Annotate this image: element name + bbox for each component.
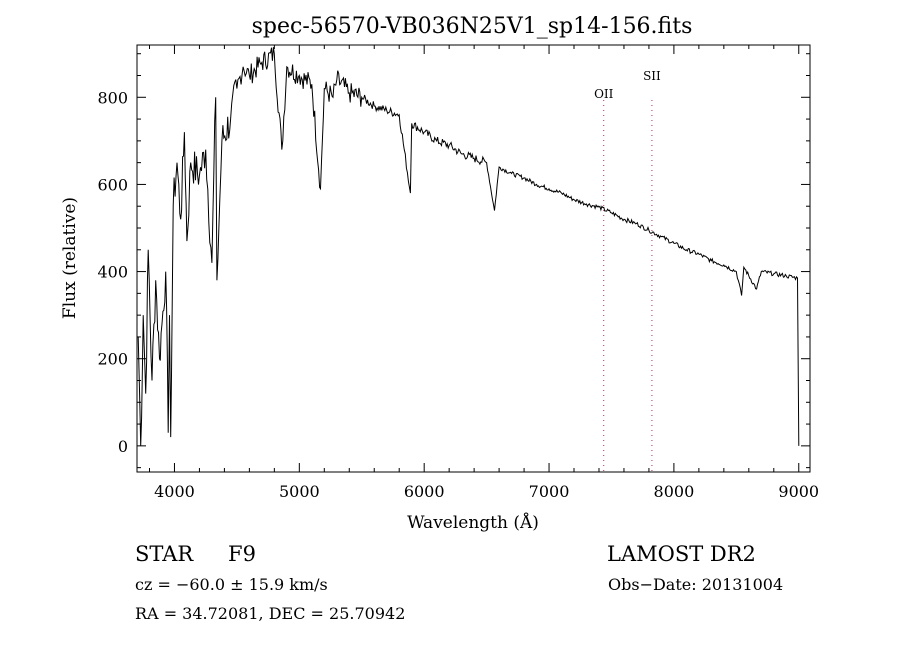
x-tick-label: 4000 — [154, 482, 195, 501]
redshift-cz: cz = −60.0 ± 15.9 km/s — [135, 575, 328, 594]
x-tick-label: 8000 — [654, 482, 695, 501]
line-markers: OII SII — [594, 69, 661, 472]
y-tick-label: 400 — [97, 263, 128, 282]
object-class: STAR — [135, 542, 194, 566]
chart-title: spec-56570-VB036N25V1_sp14-156.fits — [252, 14, 693, 39]
y-axis-label: Flux (relative) — [60, 197, 80, 319]
axis-ticks: 4000 5000 6000 7000 8000 9000 0 200 400 600 800 — [97, 45, 819, 501]
x-tick-label: 7000 — [529, 482, 570, 501]
x-tick-label: 6000 — [404, 482, 445, 501]
x-tick-label: 9000 — [778, 482, 819, 501]
coordinates: RA = 34.72081, DEC = 25.70942 — [135, 604, 405, 623]
y-tick-label: 800 — [97, 88, 128, 107]
y-tick-label: 200 — [97, 350, 128, 369]
spectrum-line — [137, 47, 800, 446]
x-axis-label: Wavelength (Å) — [407, 512, 539, 533]
obs-date: Obs−Date: 20131004 — [608, 575, 783, 594]
plot-frame — [136, 44, 811, 473]
x-tick-label: 5000 — [279, 482, 320, 501]
line-label-sii: SII — [643, 69, 661, 83]
line-label-oii: OII — [594, 87, 614, 101]
y-tick-label: 600 — [97, 175, 128, 194]
subclass: F9 — [228, 542, 256, 566]
survey-label: LAMOST DR2 — [607, 542, 756, 566]
y-tick-label: 0 — [118, 437, 128, 456]
